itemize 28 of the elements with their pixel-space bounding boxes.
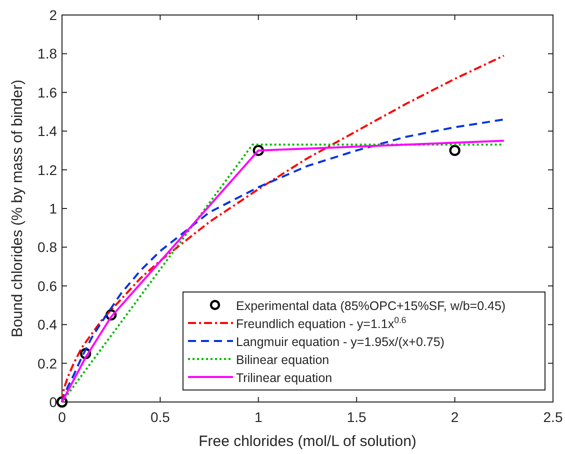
x-tick-label: 1 — [254, 409, 262, 425]
point — [106, 309, 117, 321]
y-tick-label: 2 — [49, 7, 58, 23]
x-tick-label: 2 — [450, 409, 459, 425]
y-tick-label: 0.4 — [38, 316, 58, 333]
point — [252, 144, 264, 156]
point — [80, 348, 92, 360]
y-tick-label: 0.8 — [38, 239, 58, 256]
point — [449, 144, 460, 156]
legend-label: Experimental data (85%OPC+15%SF, w/b=0.45) — [236, 299, 506, 313]
legend-label: Freundlich equation - y=1.1x$^{0.6}$ — [236, 315, 406, 331]
y-tick-label: 1.8 — [38, 46, 58, 62]
y-tick-label: 1 — [49, 200, 58, 216]
y-tick-label: 1.4 — [38, 123, 58, 140]
x-tick-label: 1.5 — [346, 409, 367, 425]
x-tick-label: 2.5 — [543, 409, 563, 425]
y-tick-label: 0.6 — [38, 278, 58, 294]
y-tick-label: 1.2 — [38, 162, 58, 178]
x-tick-label: 0.5 — [150, 409, 170, 425]
y-tick-label: 1.6 — [38, 84, 58, 100]
x-axis-title: Free chlorides (mol/L of solution) — [198, 433, 416, 450]
point — [56, 396, 68, 408]
y-axis-title: Bound chlorides (% by mass of binder) — [9, 80, 26, 338]
legend-label: Trilinear equation — [236, 371, 332, 385]
y-tick-label: 0.2 — [38, 355, 58, 372]
legend-label: Langmuir equation - y=1.95x/(x+0.75) — [236, 335, 444, 349]
legend-label: Bilinear equation — [236, 353, 330, 367]
y-tick-label: 0 — [49, 394, 58, 410]
